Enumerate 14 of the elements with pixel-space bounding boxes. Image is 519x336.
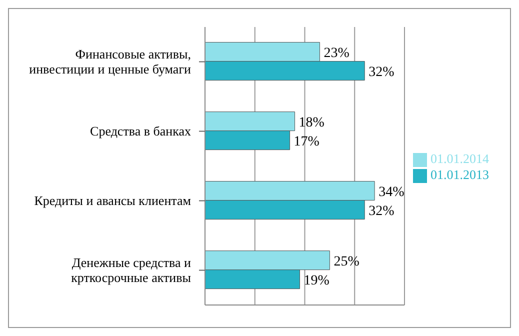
data-label: 32% <box>368 64 395 80</box>
data-label: 18% <box>298 115 325 130</box>
data-label: 32% <box>368 204 395 219</box>
legend-label: 01.01.2014 <box>430 150 489 166</box>
data-label: 34% <box>378 184 405 200</box>
data-label: 25% <box>334 254 360 270</box>
data-label: 19% <box>304 273 330 288</box>
y-tick-label: Финансовые активы, инвестиции и ценные бумаги <box>29 46 192 76</box>
y-tick-label: Средства в банках <box>90 123 192 138</box>
y-tick-label: Денежные средства и крткосрочные активы <box>71 254 192 285</box>
data-label: 17% <box>294 134 320 150</box>
y-tick-label: Кредиты и авансы клиентам <box>34 192 191 208</box>
legend-label: 01.01.2013 <box>430 167 489 182</box>
data-label: 23% <box>324 46 350 61</box>
